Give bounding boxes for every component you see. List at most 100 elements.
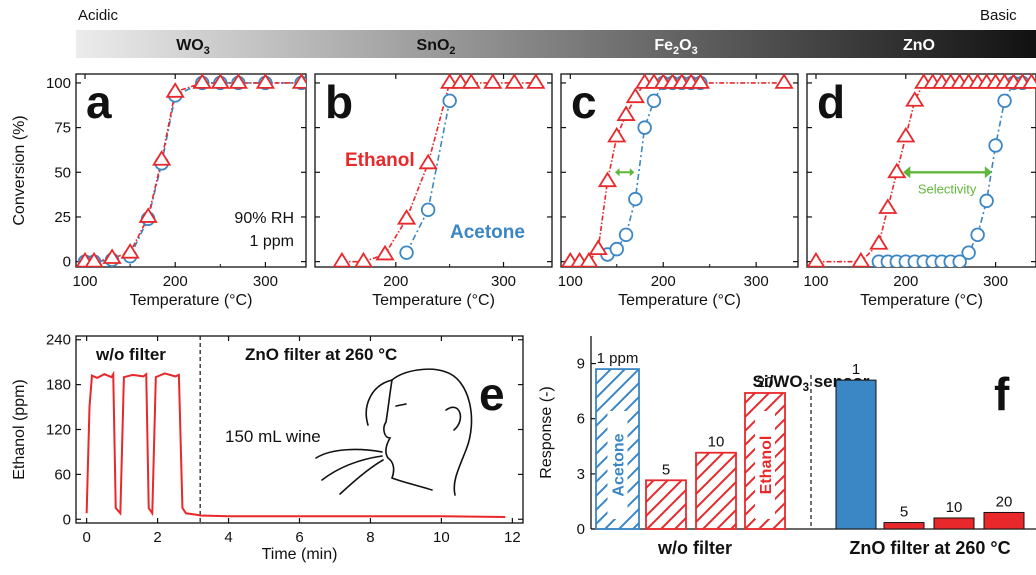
face-outline [365,368,473,496]
panel-letter: c [571,76,597,128]
triangle-marker [483,73,503,89]
triangle-marker [210,73,230,89]
triangle-marker [84,251,104,267]
triangle-marker [607,126,627,143]
triangle-marker [461,73,481,89]
x-tick-label: 0 [82,529,90,546]
bar [695,451,737,530]
panel-a: 100 200 300 0 25 50 75 100 Temperature (°C) Conve… [11,73,307,309]
triangle-marker [851,251,871,267]
inner-label-bg [755,411,775,519]
triangle-marker [807,251,826,267]
x-tick-label: 10 [433,529,450,546]
triangle-marker [625,87,645,104]
material-label: Fe2O3 [654,37,697,57]
bar-label: 20 [996,493,1013,510]
triangle-marker [165,82,185,98]
triangle-marker [396,209,417,225]
y-tick-label: 240 [46,332,71,349]
circle-marker [988,138,1003,153]
series-group [332,73,546,267]
x-axis-label: Time (min) [262,546,338,563]
wine-label: 150 mL wine [225,427,321,446]
series-group [561,73,794,267]
bar-label: 10 [708,434,725,451]
bar [933,517,975,530]
series-line [405,100,451,254]
panel-letter: d [817,76,845,128]
x-tick-label: 6 [295,529,303,546]
triangle-marker [504,73,524,89]
triangle-marker [774,73,794,89]
panel-letter: b [325,76,353,128]
face-icon [315,368,473,496]
x-tick-label: 100 [558,273,583,290]
y-tick-label: 6 [577,411,585,428]
triangle-marker [526,73,546,89]
x-tick-label: 200 [383,273,408,290]
bar-label: 1 ppm [597,350,639,367]
y-tick-label: 75 [54,120,71,137]
y-tick-label: 0 [577,521,585,538]
arrow-head [629,168,635,177]
circle-marker [979,193,994,209]
zno-filter-label: ZnO filter at 260 °C [245,345,397,364]
circle-marker [399,245,414,260]
bar-label: 5 [662,461,670,478]
face-profile [383,379,433,491]
x-axis-label: Temperature (°C) [618,292,741,309]
circle-marker [618,227,634,243]
circle-marker [442,93,457,109]
y-tick-label: 100 [46,75,71,92]
plot-frame [560,73,799,268]
x-tick-label: 2 [153,529,161,546]
acidic-label: Acidic [78,7,119,24]
triangle-marker [120,242,140,259]
material-label: SnO2 [417,37,456,57]
arrow-head [614,168,620,177]
bar [645,479,687,530]
triangle-marker [375,244,395,261]
x-tick-label: 100 [803,273,828,290]
y-axis-label: Response (-) [538,386,555,478]
bar [835,379,877,530]
triangle-marker [255,73,276,89]
x-tick-label: 300 [491,273,516,290]
triangle-marker [878,198,898,214]
basic-label: Basic [980,7,1017,24]
arrow-head [903,166,911,179]
group-label: ZnO filter at 260 °C [849,538,1010,558]
triangle-marker [291,73,306,89]
panel-b: 200 300 Temperature (°C) b Ethanol Acetone [314,73,553,309]
circle-marker [961,245,976,260]
y-tick-label: 0 [63,254,71,271]
triangle-marker [896,126,916,143]
selectivity-label: Selectivity [918,181,977,196]
circle-marker [952,254,967,267]
y-axis-label: Ethanol (ppm) [11,379,28,480]
breath-lines [315,448,384,495]
series-group [76,73,306,267]
bar-label: 20 [757,374,774,391]
circle-marker [646,93,662,109]
x-tick-label: 200 [651,273,676,290]
triangle-marker [418,153,438,170]
triangle-marker [228,73,248,89]
series-line [607,82,701,256]
triangle-marker [102,248,122,264]
y-axis-label: Conversion (%) [11,115,28,225]
bar-label: 10 [946,499,963,516]
x-axis-label: Temperature (°C) [860,292,983,309]
arrow-head [984,166,992,179]
annotation-ppm: 1 ppm [250,233,294,250]
series-group [807,73,1036,267]
triangle-marker [192,73,212,89]
circle-marker [997,93,1012,109]
x-tick-label: 12 [504,529,521,546]
series-line [570,82,785,263]
x-axis-label: Temperature (°C) [130,292,253,309]
x-tick-label: 100 [73,273,98,290]
